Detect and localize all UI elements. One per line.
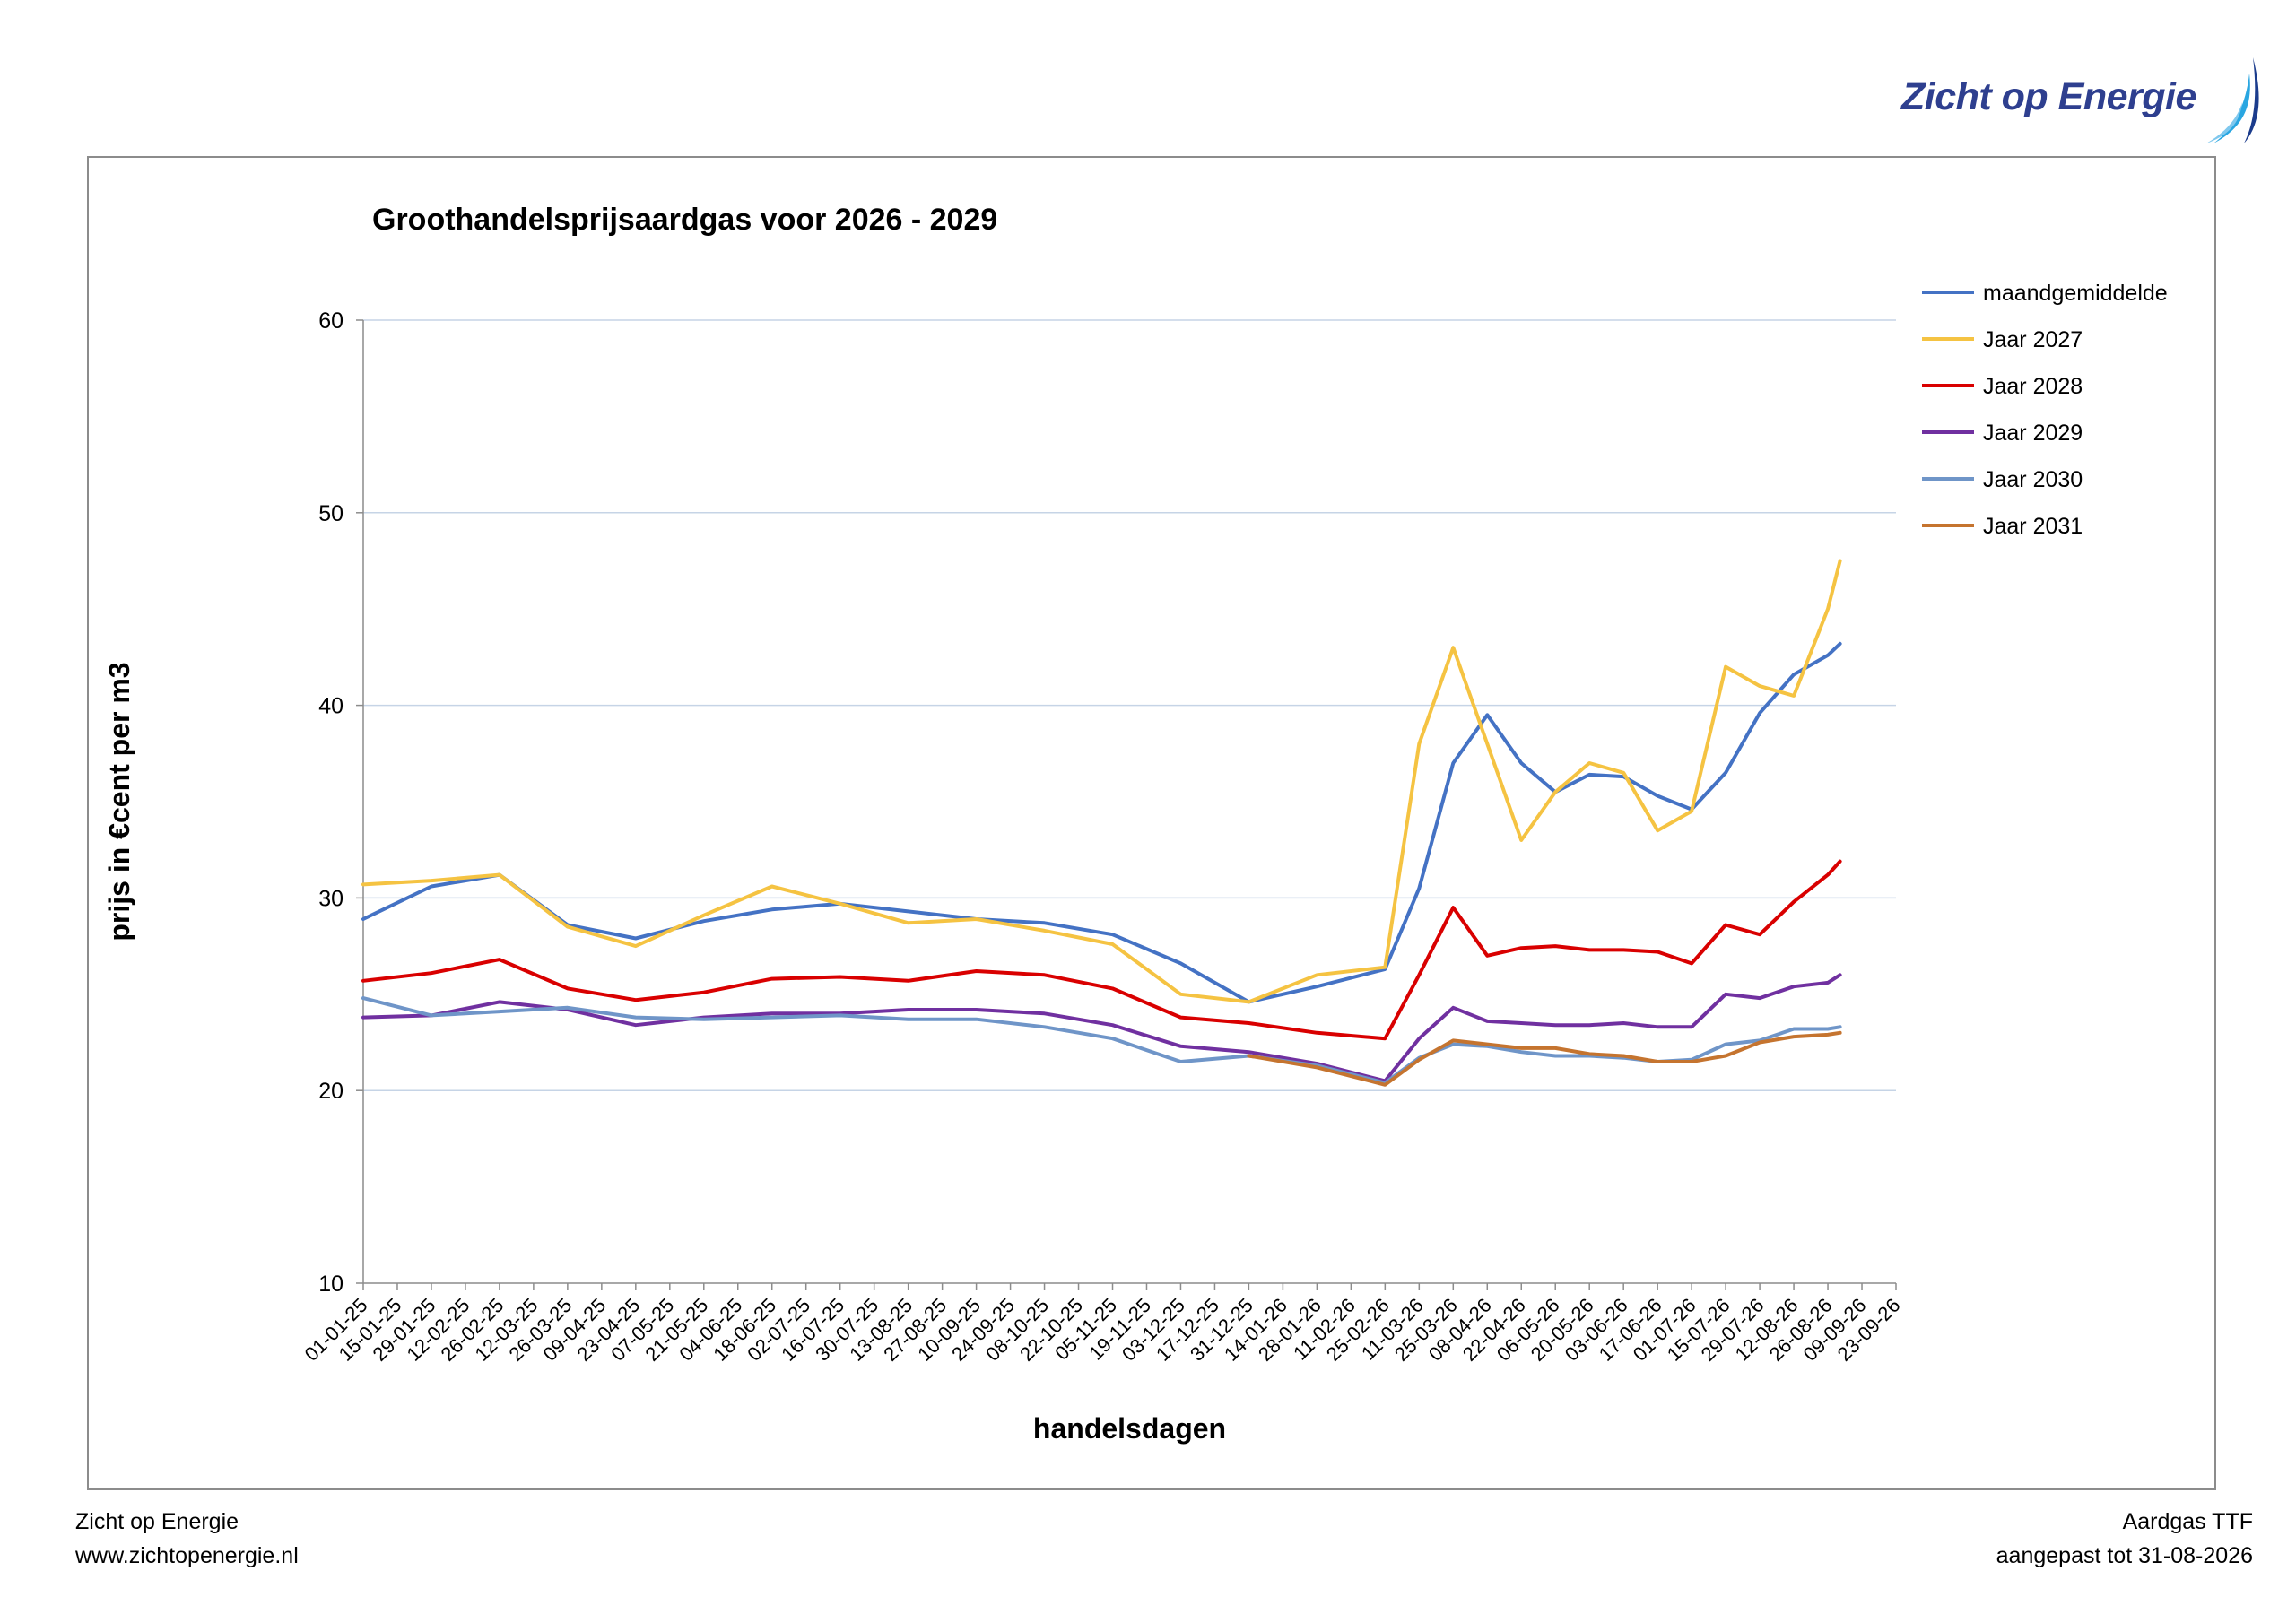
legend-label: Jaar 2027 [1983, 327, 2083, 352]
legend-label: Jaar 2031 [1983, 514, 2083, 539]
footer-product: Aardgas TTF [2122, 1509, 2253, 1534]
series-line-2 [361, 859, 1842, 1041]
y-tick-label: 30 [318, 886, 344, 911]
series-line-5 [1247, 1030, 1842, 1087]
y-tick-label: 40 [318, 694, 344, 719]
legend-label: Jaar 2028 [1983, 374, 2083, 399]
footer-website-link[interactable]: www.zichtopenergie.nl [75, 1543, 299, 1568]
x-axis-label: handelsdagen [1033, 1412, 1226, 1445]
footer-company: Zicht op Energie [75, 1509, 239, 1534]
legend-label: maandgemiddelde [1983, 281, 2168, 306]
chart-title: Groothandelsprijsaardgas voor 2026 - 202… [372, 203, 997, 237]
legend-label: Jaar 2030 [1983, 467, 2083, 492]
gas-price-chart: Groothandelsprijsaardgas voor 2026 - 202… [103, 203, 2168, 1445]
y-tick-label: 50 [318, 501, 344, 526]
series-line-4 [361, 996, 1842, 1085]
legend-label: Jaar 2029 [1983, 421, 2083, 446]
y-tick-label: 10 [318, 1271, 344, 1297]
chart-frame: Groothandelsprijsaardgas voor 2026 - 202… [87, 156, 2216, 1490]
logo-text: Zicht op Energie [1901, 75, 2196, 118]
y-tick-label: 60 [318, 308, 344, 334]
brand-logo: Zicht op Energie [1901, 56, 2269, 145]
series-line-1 [361, 559, 1842, 1004]
footer-updated: aangepast tot 31-08-2026 [1996, 1543, 2253, 1568]
series-line-0 [361, 641, 1842, 1004]
footer-left: Zicht op Energie www.zichtopenergie.nl [75, 1505, 299, 1573]
footer-right: Aardgas TTF aangepast tot 31-08-2026 [1996, 1505, 2253, 1573]
y-tick-label: 20 [318, 1079, 344, 1104]
sail-icon [2206, 57, 2259, 143]
y-axis-label: prijs in €cent per m3 [103, 662, 135, 941]
